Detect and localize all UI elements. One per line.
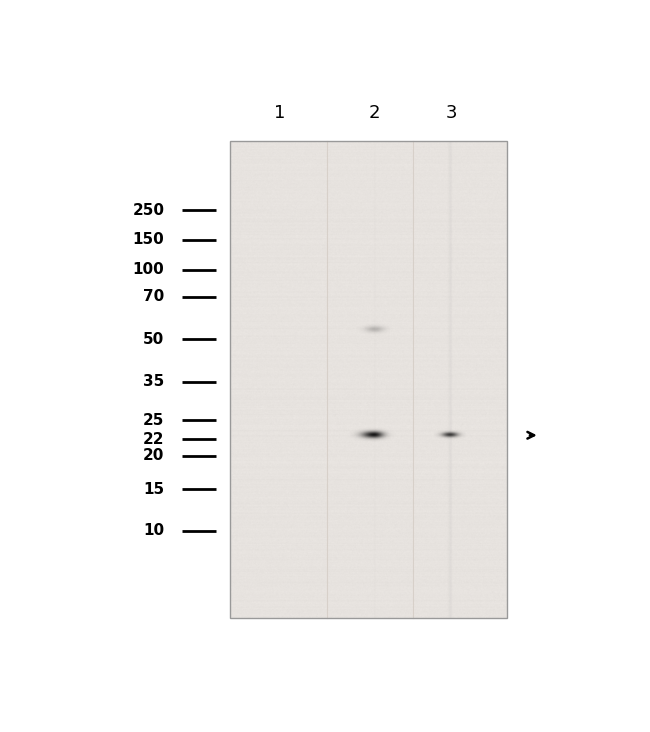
Text: 15: 15 xyxy=(143,482,164,496)
Text: 150: 150 xyxy=(133,233,164,247)
Text: 250: 250 xyxy=(133,203,164,218)
Text: 25: 25 xyxy=(143,413,164,427)
Text: 35: 35 xyxy=(143,374,164,389)
Text: 3: 3 xyxy=(446,104,457,122)
Text: 22: 22 xyxy=(143,432,164,447)
Text: 20: 20 xyxy=(143,448,164,463)
Text: 50: 50 xyxy=(143,332,164,346)
Text: 70: 70 xyxy=(143,289,164,305)
Text: 100: 100 xyxy=(133,263,164,277)
Text: 2: 2 xyxy=(368,104,380,122)
Bar xyxy=(230,141,507,618)
Text: 10: 10 xyxy=(143,523,164,538)
Text: 1: 1 xyxy=(274,104,285,122)
